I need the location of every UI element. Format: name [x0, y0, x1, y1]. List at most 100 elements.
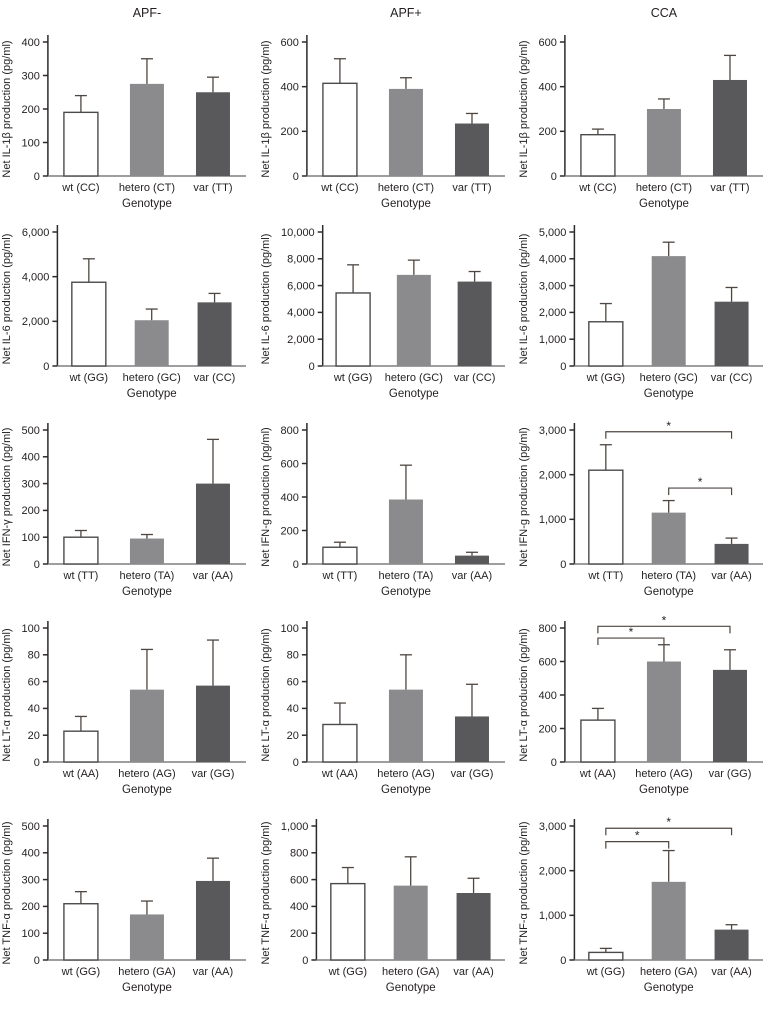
- bar-wt: [588, 321, 624, 367]
- y-tick-label: 8,000: [287, 254, 315, 266]
- y-tick-label: 600: [539, 37, 557, 49]
- bar-wt: [63, 536, 99, 565]
- y-tick-label: 200: [290, 928, 308, 940]
- category-label: hetero (GA): [118, 966, 175, 978]
- x-axis-label: Genotype: [644, 982, 694, 994]
- chart-panel-3-2: Net IFN-g production (pg/ml) 0 200 400 600 80…: [259, 414, 517, 612]
- y-tick-label: 0: [560, 559, 566, 571]
- y-tick-label: 400: [281, 81, 299, 93]
- bar-var: [712, 79, 747, 176]
- category-label: wt (GG): [586, 966, 626, 978]
- bar-wt: [63, 111, 99, 177]
- bar-var: [712, 669, 747, 762]
- significance-star: *: [635, 829, 640, 843]
- y-tick-label: 0: [302, 955, 308, 967]
- y-tick-label: 100: [281, 623, 299, 635]
- significance-star: *: [666, 815, 671, 829]
- category-label: var (AA): [193, 966, 233, 978]
- y-tick-label: 20: [287, 730, 299, 742]
- y-tick-label: 200: [281, 126, 299, 138]
- y-tick-label: 40: [28, 703, 40, 715]
- y-tick-label: 0: [293, 171, 299, 183]
- category-label: wt (CC): [578, 182, 616, 194]
- y-tick-label: 4,000: [287, 307, 315, 319]
- y-tick-label: 400: [539, 690, 557, 702]
- bar-wt: [322, 723, 358, 763]
- x-axis-label: Genotype: [122, 982, 172, 994]
- category-label: wt (TT): [63, 570, 99, 582]
- category-label: hetero (TA): [120, 570, 175, 582]
- chart-panel-4-1: Net LT-α production (pg/ml) 0 20 40 60 80 100 w…: [0, 612, 259, 810]
- bar-wt: [71, 281, 107, 367]
- y-tick-label: 4,000: [539, 254, 567, 266]
- y-tick-label: 0: [551, 757, 557, 769]
- category-label: wt (AA): [62, 768, 99, 780]
- bar-var: [456, 893, 491, 960]
- category-label: wt (TT): [322, 570, 358, 582]
- significance-star: *: [662, 613, 667, 627]
- category-label: var (AA): [453, 966, 493, 978]
- y-tick-label: 500: [22, 821, 40, 833]
- bar-hetero: [129, 914, 164, 960]
- category-label: var (TT): [193, 182, 232, 194]
- y-tick-label: 3,000: [539, 425, 567, 437]
- bar-chart: Net IL-6 production (pg/ml) 0 2,000 4,000 6,…: [260, 225, 505, 400]
- chart-panel-2-1: Net IL-6 production (pg/ml) 0 2,000 4,000 6,…: [0, 216, 259, 414]
- y-tick-label: 300: [22, 874, 40, 886]
- y-axis-label: Net IL-1β production (pg/ml): [260, 40, 272, 177]
- y-axis-label: Net TNF-α production (pg/ml): [1, 821, 13, 964]
- y-axis-label: Net IFN-γ production (pg/ml): [1, 428, 13, 567]
- bar-var: [195, 92, 230, 176]
- bar-hetero: [388, 499, 423, 564]
- y-axis-label: Net TNF-α production (pg/ml): [518, 821, 530, 964]
- y-tick-label: 400: [539, 81, 557, 93]
- bar-var: [714, 301, 749, 366]
- y-tick-label: 600: [281, 458, 299, 470]
- category-label: hetero (GC): [385, 372, 443, 384]
- y-tick-label: 300: [22, 70, 40, 82]
- category-label: hetero (CT): [119, 182, 175, 194]
- y-tick-label: 0: [560, 955, 566, 967]
- chart-panel-5-3: Net TNF-α production (pg/ml) 0 1,000 2,000 3…: [517, 810, 775, 1008]
- y-tick-label: 100: [22, 928, 40, 940]
- y-axis-label: Net TNF-α production (pg/ml): [260, 821, 272, 964]
- bar-chart: CCA Net IL-1β production (pg/ml) 0 200 400 60…: [518, 6, 763, 210]
- category-label: hetero (GC): [640, 372, 698, 384]
- category-label: var (CC): [711, 372, 753, 384]
- bar-hetero: [651, 512, 686, 564]
- y-tick-label: 0: [551, 171, 557, 183]
- significance-bracket: [597, 637, 665, 646]
- category-label: var (AA): [711, 966, 751, 978]
- category-label: var (TT): [710, 182, 749, 194]
- significance-bracket: [597, 625, 731, 634]
- bar-chart: Net IFN-g production (pg/ml) 0 1,000 2,000 3…: [518, 419, 763, 598]
- y-tick-label: 200: [22, 901, 40, 913]
- significance-star: *: [629, 625, 634, 639]
- bar-chart: Net IFN-γ production (pg/ml) 0 100 200 300 40…: [1, 423, 246, 598]
- y-tick-label: 10,000: [281, 227, 315, 239]
- y-tick-label: 0: [43, 361, 49, 373]
- y-tick-label: 80: [287, 650, 299, 662]
- x-axis-label: Genotype: [122, 586, 172, 598]
- y-axis-label: Net LT-α production (pg/ml): [1, 628, 13, 761]
- bar-hetero: [393, 885, 428, 960]
- x-axis-label: Genotype: [644, 586, 694, 598]
- bar-var: [195, 483, 230, 564]
- y-tick-label: 1,000: [539, 910, 567, 922]
- category-label: wt (GG): [61, 966, 101, 978]
- chart-panel-1-1: APF- Net IL-1β production (pg/ml) 0 100 200 3…: [0, 4, 259, 216]
- bar-wt: [63, 903, 99, 961]
- bar-var: [197, 302, 232, 366]
- significance-star: *: [666, 419, 671, 433]
- bar-var: [457, 281, 492, 366]
- bar-hetero: [651, 256, 686, 366]
- y-axis-label: Net IFN-g production (pg/ml): [518, 427, 530, 566]
- category-label: wt (CC): [61, 182, 99, 194]
- significance-bracket: [605, 431, 733, 439]
- x-axis-label: Genotype: [381, 198, 431, 210]
- bar-var: [195, 880, 230, 960]
- bar-chart: Net IL-6 production (pg/ml) 0 1,000 2,000 3,…: [518, 225, 763, 400]
- x-axis-label: Genotype: [381, 586, 431, 598]
- bar-wt: [322, 82, 358, 177]
- category-label: hetero (TA): [641, 570, 696, 582]
